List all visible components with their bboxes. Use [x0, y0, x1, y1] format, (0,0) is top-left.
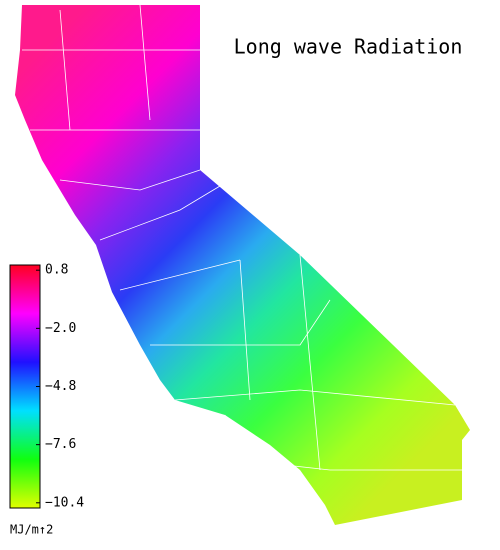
colorbar — [9, 264, 41, 509]
colorbar-tick-label: 0.8 — [45, 263, 68, 278]
state-shape — [15, 5, 470, 525]
county-lines — [22, 4, 462, 471]
map-title: Long wave Radiation — [234, 35, 463, 59]
colorbar-unit: MJ/m↑2 — [10, 523, 53, 537]
colorbar-tick-label: −7.6 — [45, 437, 76, 452]
colorbar-tick-label: −2.0 — [45, 321, 76, 336]
colorbar-tick-label: −4.8 — [45, 379, 76, 394]
colorbar-tick-label: −10.4 — [45, 495, 84, 510]
